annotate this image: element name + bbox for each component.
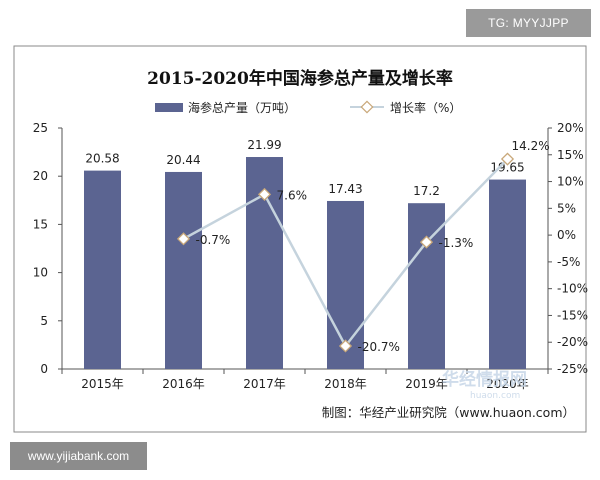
growth-marker [419,235,434,249]
watermark-bottom: www.yijiabank.com [10,442,147,470]
growth-marker [257,187,272,201]
left-tick-label: 25 [33,121,48,135]
x-tick-label: 2015年 [81,377,124,391]
source-note: 制图：华经产业研究院（www.huaon.com） [322,405,575,420]
right-tick-label: 20% [557,121,584,135]
brand-watermark-sub: huaon.com [470,391,520,401]
legend: 海参总产量（万吨） 增长率（%） [155,100,461,115]
bar-value-label: 20.44 [166,153,200,167]
right-tick-label: -25% [557,362,588,376]
right-tick-label: -15% [557,308,588,322]
bar [84,170,121,369]
legend-line-marker [360,100,374,114]
growth-value-label: 14.2% [512,139,550,153]
axes: 0 5 10 15 20 25 -25% -20% -15% -10% -5% 0% 5% 10% 15% 2… [33,121,588,376]
bar-value-label: 17.43 [328,182,362,196]
growth-line-series: -0.7% 7.6% -20.7% -1.3% 14.2% [176,139,550,354]
left-tick-label: 15 [33,217,48,231]
brand-watermark: 华经情报网 [442,369,527,390]
x-tick-label: 2017年 [243,377,286,391]
left-tick-label: 0 [40,362,48,376]
growth-marker [500,152,515,166]
bar-labels: 20.58 20.44 21.99 17.43 17.2 19.65 [85,138,524,198]
right-tick-label: 5% [557,201,576,215]
growth-value-label: -20.7% [358,340,400,354]
left-tick-label: 10 [33,266,48,280]
watermark-top: TG: MYYJJPP [466,9,591,37]
growth-marker [176,232,191,246]
chart-title: 2015-2020年中国海参总产量及增长率 [147,68,453,89]
legend-line-label: 增长率（%） [390,100,461,115]
growth-value-label: 7.6% [277,188,308,202]
growth-value-label: -0.7% [196,233,231,247]
bar-series [84,157,526,369]
growth-marker [338,339,353,353]
bar [489,179,526,369]
x-tick-label: 2018年 [324,377,367,391]
right-tick-label: -5% [557,255,580,269]
x-tick-labels: 2015年 2016年 2017年 2018年 2019年 2020年 [81,377,529,391]
bar-value-label: 19.65 [490,161,524,175]
legend-bar-swatch [155,103,183,112]
bar-value-label: 21.99 [247,138,281,152]
right-tick-label: 0% [557,228,576,242]
right-tick-label: 10% [557,175,584,189]
x-tick-label: 2016年 [162,377,205,391]
bar [165,171,202,369]
x-tick-label: 2019年 [405,377,448,391]
left-tick-label: 20 [33,169,48,183]
bar-value-label: 20.58 [85,152,119,166]
bar-value-label: 17.2 [413,184,440,198]
legend-bar-label: 海参总产量（万吨） [188,100,296,115]
x-tick-label: 2020年 [486,377,529,391]
right-tick-label: 15% [557,148,584,162]
left-tick-label: 5 [40,314,48,328]
right-tick-label: -10% [557,282,588,296]
right-tick-label: -20% [557,335,588,349]
growth-value-label: -1.3% [439,236,474,250]
